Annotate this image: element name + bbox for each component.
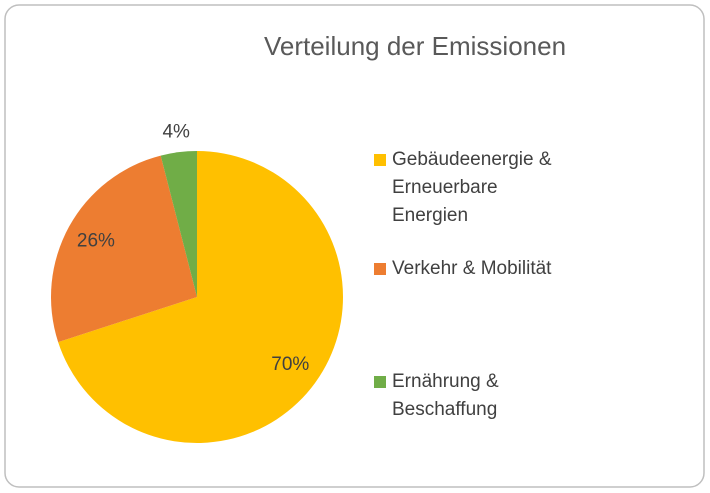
legend-label: Verkehr & Mobilität	[392, 258, 552, 279]
legend-label: Gebäudeenergie & Erneuerbare Energien	[392, 149, 552, 226]
data-label: 4%	[162, 121, 190, 142]
legend-item: Verkehr & Mobilität	[374, 255, 552, 283]
chart-title: Verteilung der Emissionen	[264, 31, 566, 61]
legend-item: Gebäudeenergie & Erneuerbare Energien	[374, 146, 552, 230]
legend-item: Ernährung & Beschaffung	[374, 368, 552, 424]
legend-swatch	[374, 376, 386, 388]
data-label: 26%	[77, 230, 115, 251]
pie-slice	[50, 155, 197, 343]
legend-swatch	[374, 263, 386, 275]
pie-slice	[58, 151, 343, 443]
pie-slice	[160, 151, 197, 297]
data-label: 70%	[271, 354, 309, 375]
legend-swatch	[374, 154, 386, 166]
legend-label: Ernährung & Beschaffung	[392, 371, 499, 420]
